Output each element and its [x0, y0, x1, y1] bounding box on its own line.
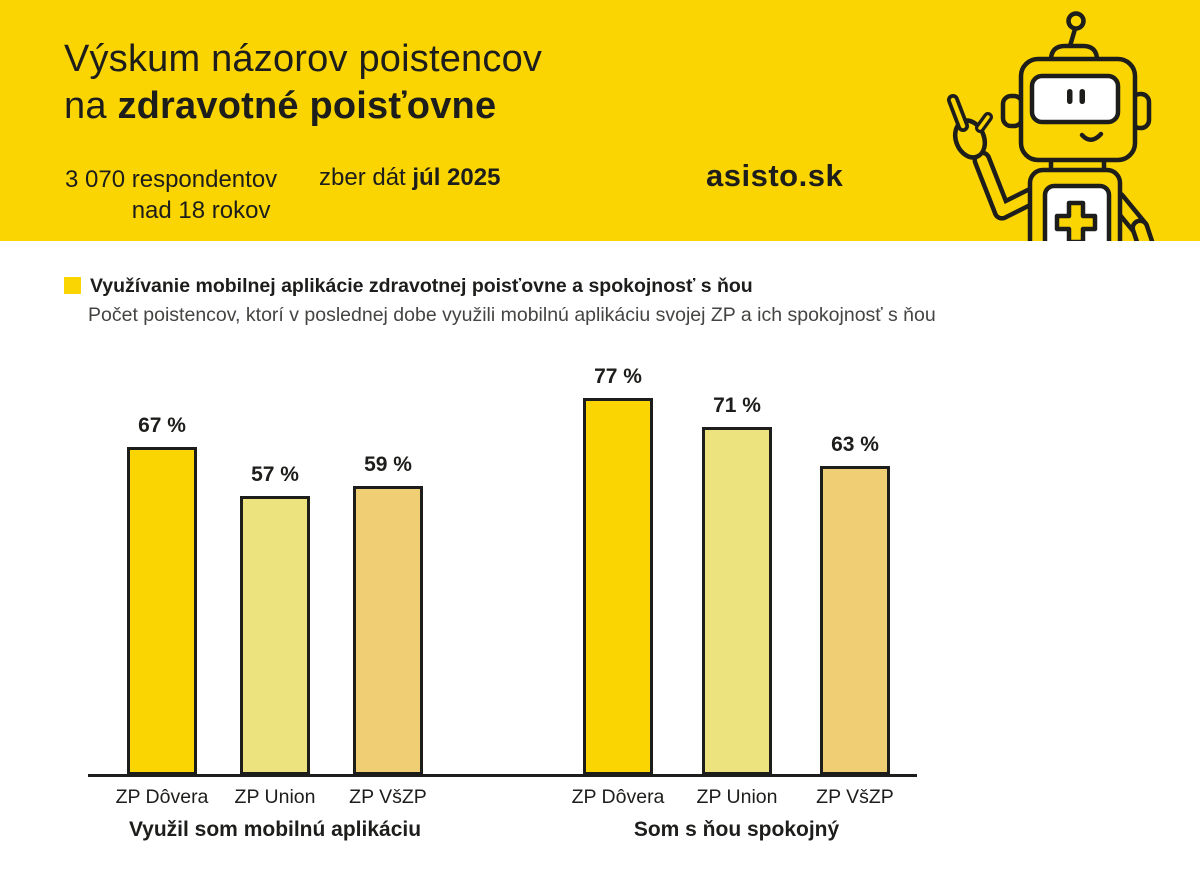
- respondents-count: 3 070 respondentov: [65, 166, 278, 193]
- legend-swatch-icon: [64, 277, 81, 294]
- header-banner: Výskum názorov poistencov na zdravotné p…: [0, 0, 1200, 241]
- title-line1: Výskum názorov poistencov: [64, 38, 543, 80]
- bar-group1-1: [127, 447, 197, 775]
- bar-group2-1: [583, 398, 653, 775]
- page-title: Výskum názorov poistencov na zdravotné p…: [64, 36, 542, 130]
- collection-label: zber dát: [319, 164, 413, 191]
- bar-category-label: ZP VšZP: [816, 786, 894, 808]
- brand-logo: asisto.sk: [706, 158, 844, 193]
- title-line2-bold: zdravotné poisťovne: [117, 85, 497, 127]
- robot-mascot-icon: [947, 11, 1155, 241]
- bar-value-label: 71 %: [713, 394, 761, 417]
- bar-value-label: 67 %: [138, 414, 186, 437]
- group-label: Som s ňou spokojný: [633, 818, 840, 841]
- group-label: Využil som mobilnú aplikáciu: [128, 818, 422, 841]
- x-axis: [88, 774, 917, 777]
- bar-category-label: ZP VšZP: [349, 786, 427, 808]
- bar-group1-2: [240, 496, 310, 775]
- collection-date: júl 2025: [412, 164, 501, 191]
- chart-legend: Využívanie mobilnej aplikácie zdravotnej…: [64, 275, 753, 298]
- bar-category-label: ZP Dôvera: [571, 786, 665, 808]
- bar-value-label: 77 %: [594, 365, 642, 388]
- bar-value-label: 63 %: [831, 433, 879, 456]
- bar-category-label: ZP Dôvera: [115, 786, 209, 808]
- bar-value-label: 59 %: [364, 453, 412, 476]
- bar-group1-3: [353, 486, 423, 775]
- respondents-age: nad 18 rokov: [131, 197, 271, 224]
- respondents-info: 3 070 respondentov nad 18 rokov: [65, 164, 277, 226]
- bar-category-label: ZP Union: [696, 786, 778, 808]
- bar-group2-2: [702, 427, 772, 775]
- chart-title: Využívanie mobilnej aplikácie zdravotnej…: [90, 275, 753, 297]
- data-collection-info: zber dát júl 2025: [319, 164, 500, 192]
- chart-subtitle: Počet poistencov, ktorí v poslednej dobe…: [88, 304, 936, 326]
- bar-category-label: ZP Union: [234, 786, 316, 808]
- bar-group2-3: [820, 466, 890, 775]
- bar-value-label: 57 %: [251, 463, 299, 486]
- title-line2-prefix: na: [64, 85, 118, 127]
